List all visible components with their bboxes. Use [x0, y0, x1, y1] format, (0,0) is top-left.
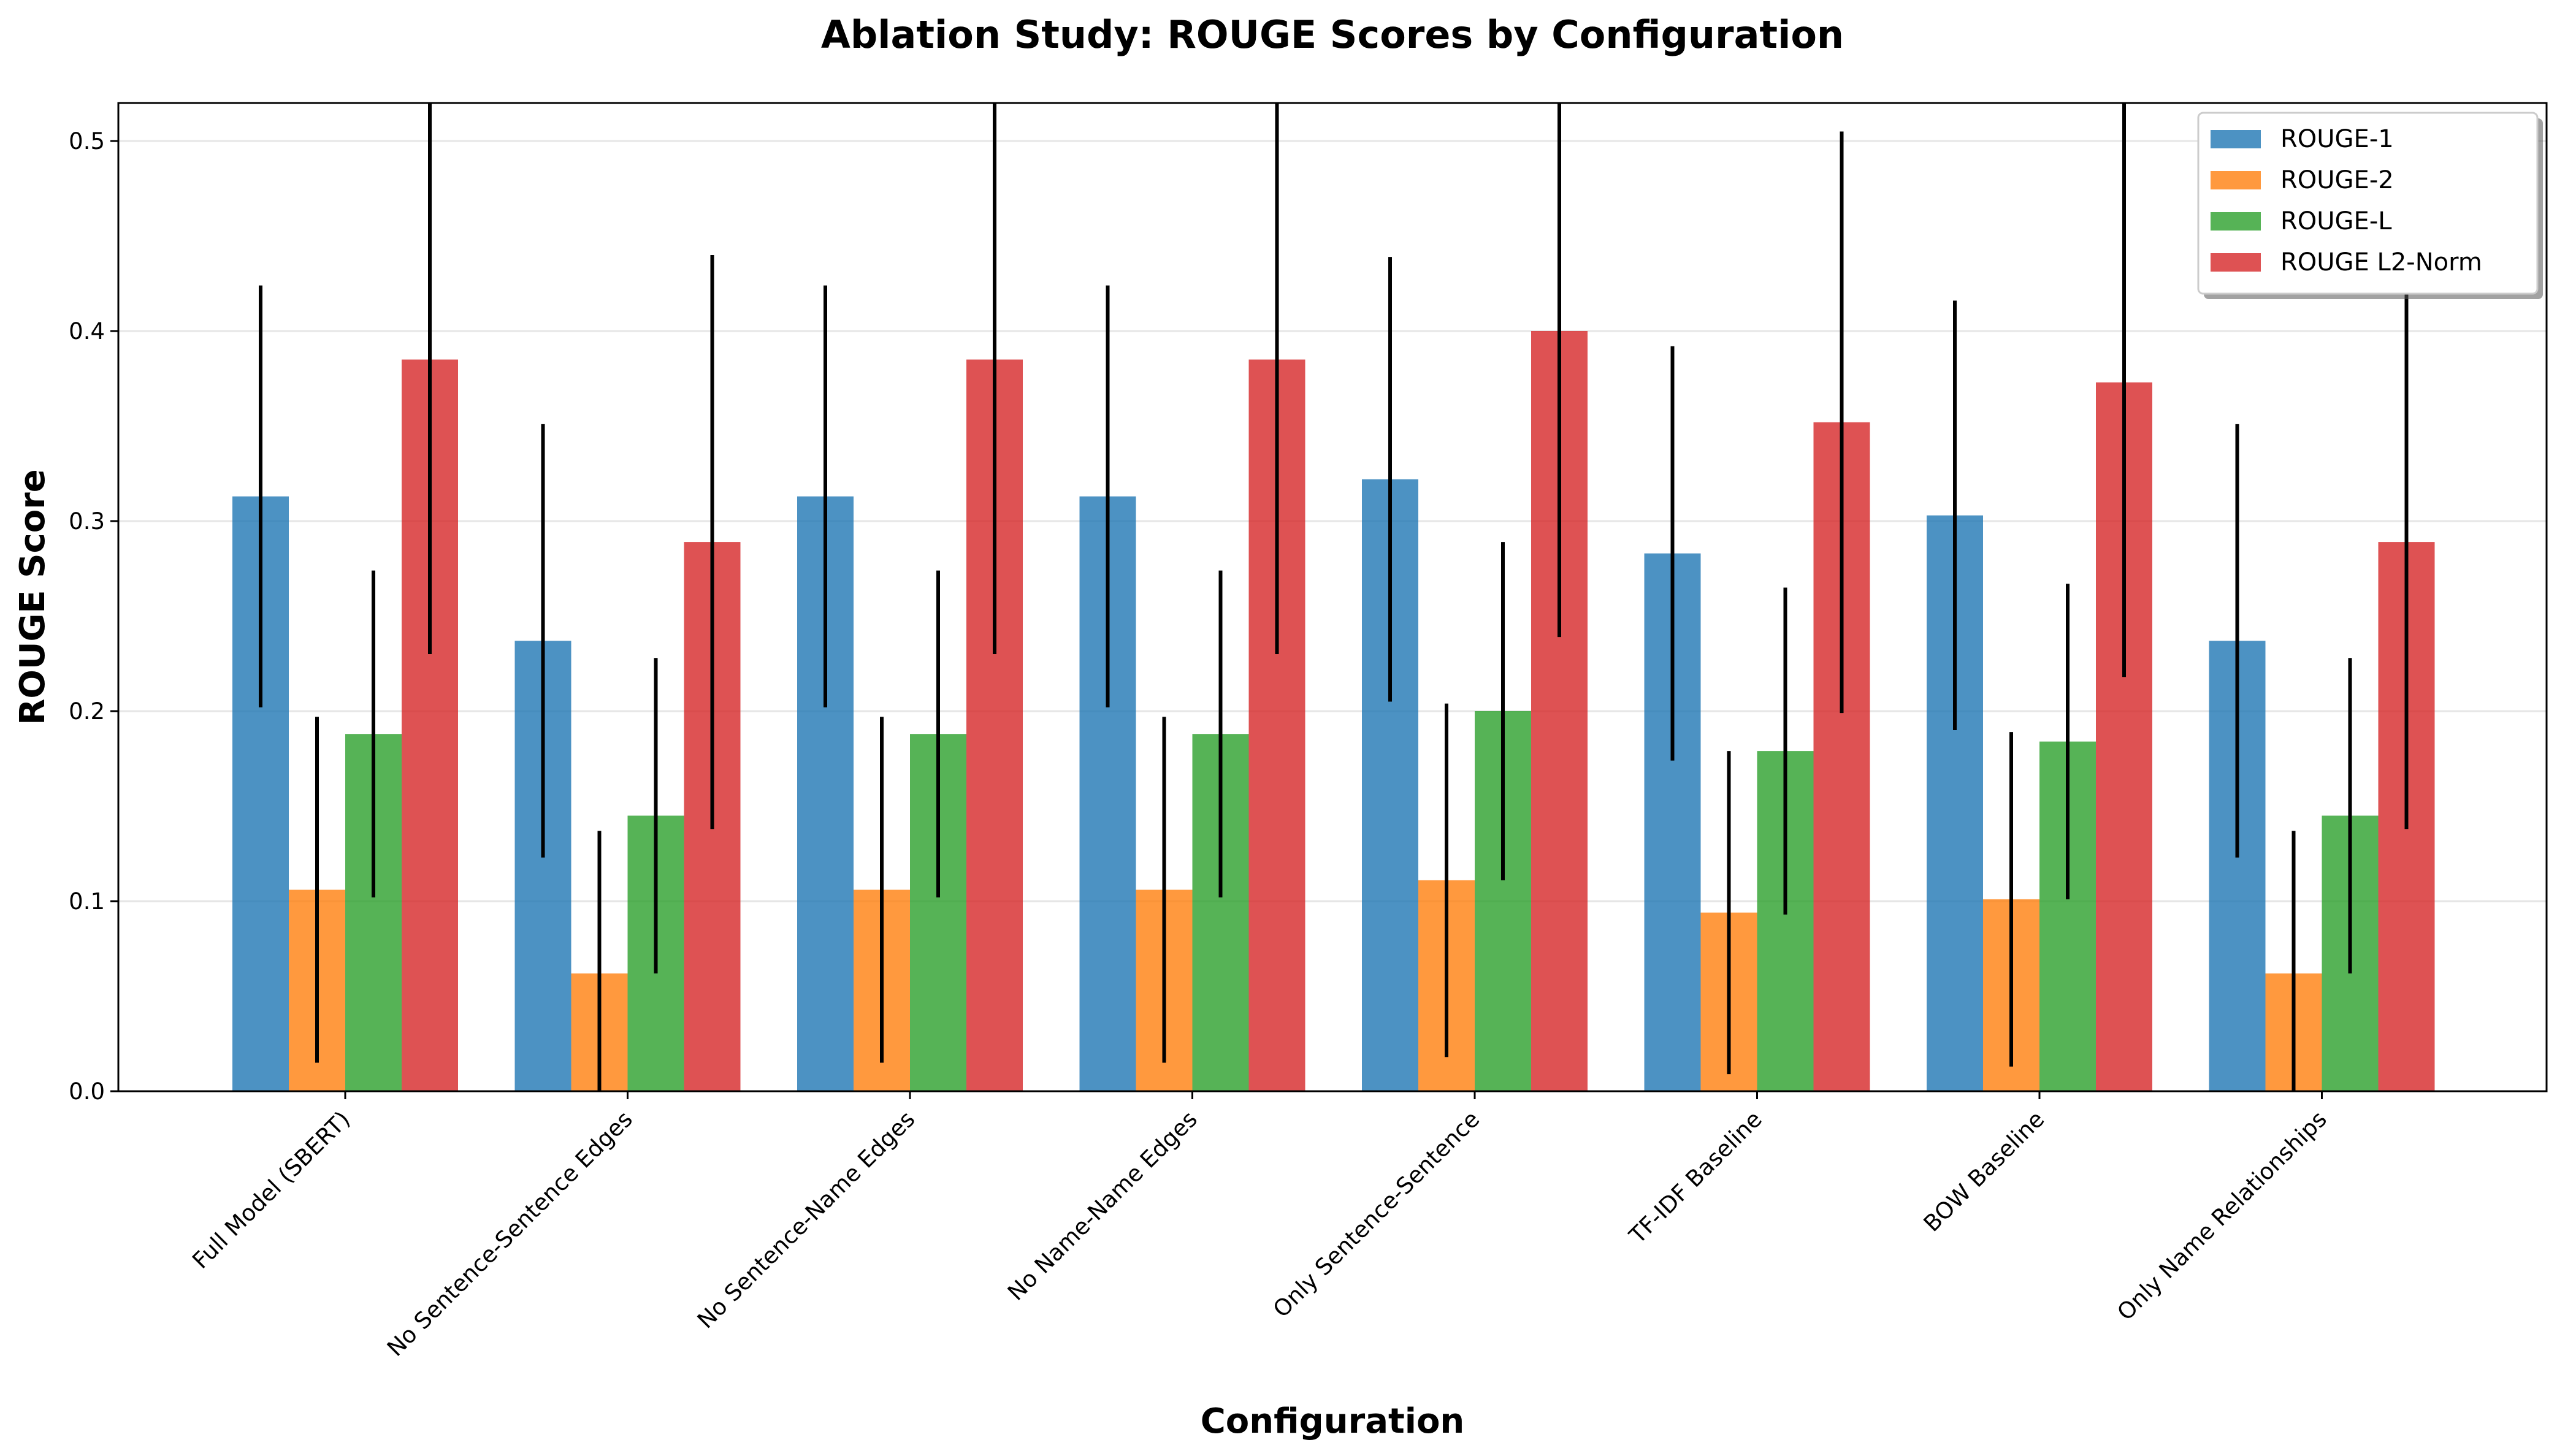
y-tick-label: 0.0: [69, 1078, 105, 1105]
legend-box: [2197, 112, 2539, 295]
y-axis-label: ROUGE Score: [13, 469, 53, 725]
error-bars: [259, 103, 2409, 1091]
x-axis-label: Configuration: [1201, 1401, 1465, 1441]
legend-label: ROUGE-2: [2280, 166, 2394, 194]
legend-label: ROUGE-L: [2280, 207, 2392, 235]
y-tick-label: 0.4: [69, 318, 105, 345]
legend-label: ROUGE L2-Norm: [2280, 248, 2482, 276]
y-tick-label: 0.3: [69, 508, 105, 535]
y-tick-label: 0.5: [69, 128, 105, 154]
legend: ROUGE-1 ROUGE-2 ROUGE-L ROUGE L2-Norm: [2197, 112, 2543, 299]
plot-frame: [117, 102, 2548, 1092]
legend-swatch: [2211, 171, 2261, 189]
y-axis-ticks: 0.0 0.1 0.2 0.3 0.4 0.5: [69, 128, 118, 1105]
legend-label: ROUGE-1: [2280, 125, 2394, 153]
chart-title: Ablation Study: ROUGE Scores by Configur…: [821, 12, 1844, 57]
legend-swatch: [2211, 130, 2261, 148]
legend-swatch: [2211, 212, 2261, 231]
y-tick-label: 0.1: [69, 888, 105, 915]
legend-swatch: [2211, 253, 2261, 272]
y-tick-label: 0.2: [69, 698, 105, 725]
